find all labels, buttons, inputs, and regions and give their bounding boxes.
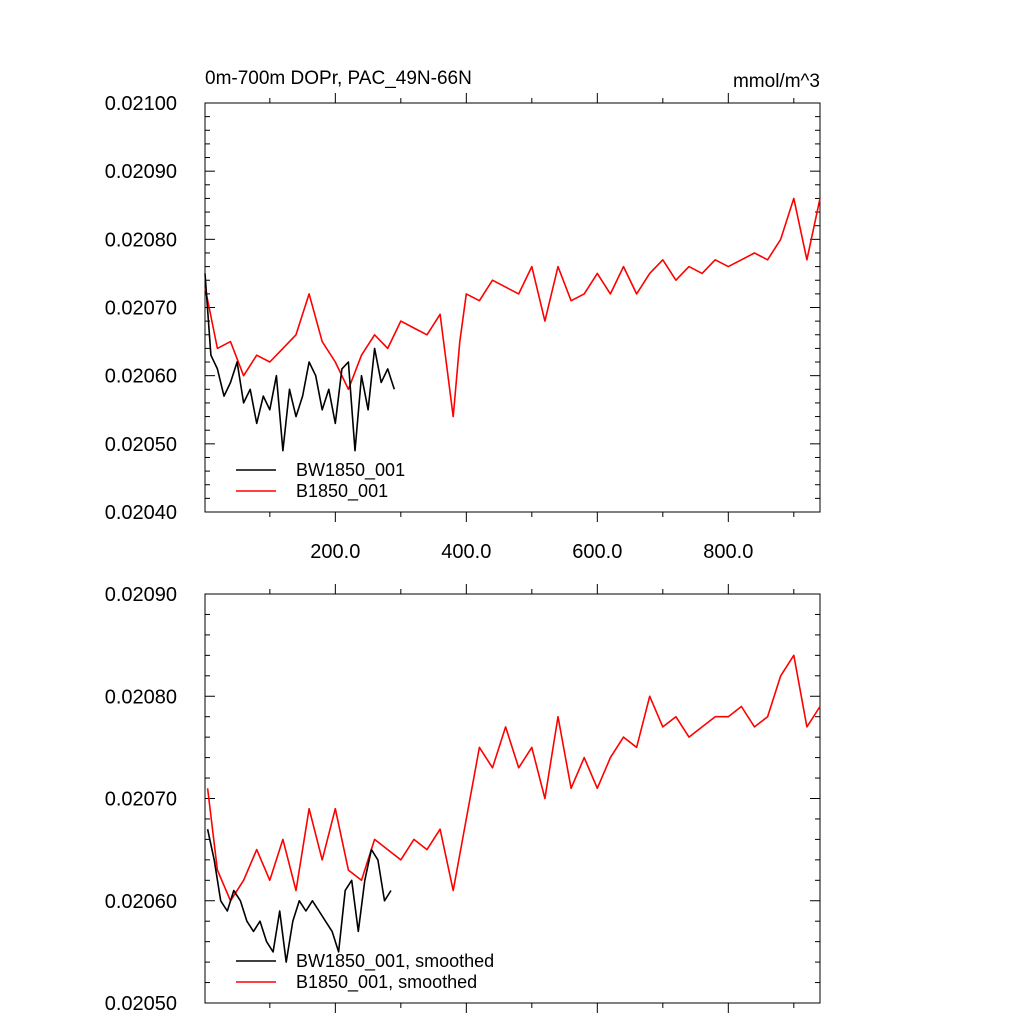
y-tick-label: 0.02100	[105, 93, 177, 115]
legend-label: BW1850_001, smoothed	[296, 951, 494, 972]
plot-frame	[204, 102, 821, 513]
y-tick-label: 0.02080	[105, 229, 177, 251]
series-group	[206, 654, 821, 963]
x-tick-label: 200.0	[310, 541, 360, 563]
series-line-bw1850-001-smoothed	[206, 829, 392, 963]
y-tick-label: 0.02070	[105, 789, 177, 811]
y-tick-label: 0.02090	[105, 161, 177, 183]
top-panel: 0m-700m DOPr, PAC_49N-66N mmol/m^3 0.020…	[105, 68, 821, 563]
series-group	[204, 197, 821, 452]
y-tick-label: 0.02040	[105, 502, 177, 524]
bottom-panel: 0.02050 0.02060 0.02070 0.02080 0.02090 BW18…	[105, 584, 821, 1015]
y-tick-label: 0.02050	[105, 993, 177, 1015]
legend-label: B1850_001, smoothed	[296, 972, 477, 993]
legend-label: B1850_001	[296, 481, 388, 502]
plot-frame	[204, 593, 821, 1004]
units-label: mmol/m^3	[733, 71, 820, 92]
x-tick-label: 600.0	[572, 541, 622, 563]
series-line-b1850-001	[204, 197, 821, 418]
axis-ticks: 0.02050 0.02060 0.02070 0.02080 0.02090	[105, 584, 820, 1015]
axis-ticks: 0.02040 0.02050 0.02060 0.02070 0.02080 0.020…	[105, 93, 820, 563]
y-tick-label: 0.02050	[105, 434, 177, 456]
x-tick-label: 400.0	[441, 541, 491, 563]
y-tick-label: 0.02070	[105, 298, 177, 320]
x-tick-label: 800.0	[703, 541, 753, 563]
y-tick-label: 0.02080	[105, 686, 177, 708]
series-line-b1850-001-smoothed	[206, 654, 821, 902]
legend-label: BW1850_001	[296, 460, 405, 481]
series-line-bw1850-001	[204, 273, 396, 452]
y-tick-label: 0.02090	[105, 584, 177, 606]
y-tick-label: 0.02060	[105, 366, 177, 388]
y-tick-label: 0.02060	[105, 891, 177, 913]
chart-title: 0m-700m DOPr, PAC_49N-66N	[205, 68, 472, 89]
